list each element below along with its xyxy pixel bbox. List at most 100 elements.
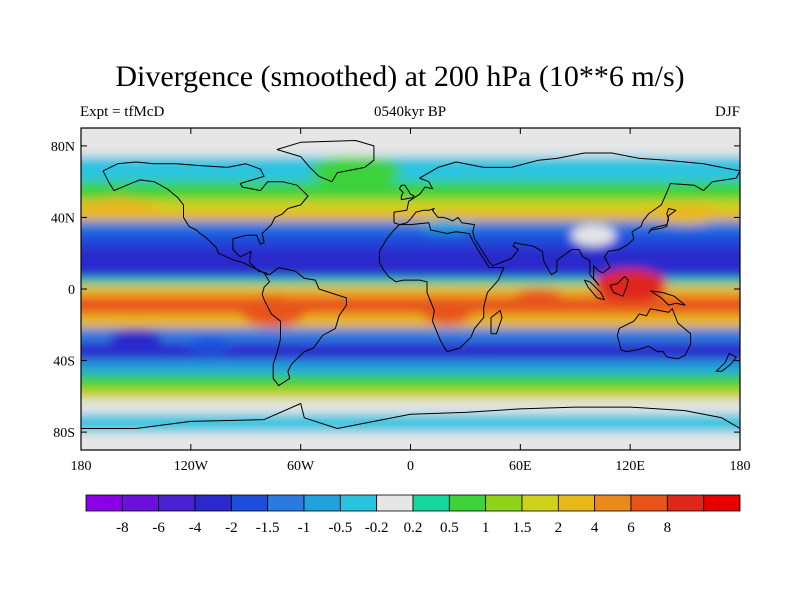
colorbar-swatch-17	[703, 494, 741, 512]
lat-tick-label: 80N	[51, 140, 75, 155]
field-band-4	[81, 210, 740, 222]
coastline-12	[715, 352, 737, 372]
field-band-2	[81, 181, 740, 200]
colorbar-label: -4	[189, 520, 202, 536]
colorbar-label: -1.5	[256, 520, 280, 536]
field-band-5	[81, 221, 740, 232]
colorbar-swatch-5	[267, 494, 305, 512]
period-label: 0540kyr BP	[373, 104, 447, 120]
field-band-9	[81, 285, 740, 297]
colorbar-swatch-10	[448, 494, 487, 512]
coastline-8	[609, 276, 629, 297]
colorbar-swatch-13	[557, 494, 596, 512]
field-band-3	[81, 199, 740, 211]
colorbar-swatch-1	[121, 494, 160, 512]
field-cell-6	[110, 328, 162, 350]
colorbar-swatch-15	[630, 494, 668, 512]
coastlines	[81, 140, 740, 429]
lat-tick-label: 40N	[51, 211, 75, 226]
field-cell-7	[187, 337, 232, 356]
colorbar-label: 1	[482, 520, 490, 536]
field-band-8	[81, 278, 740, 286]
coastline-4	[276, 140, 375, 183]
field-band-16	[81, 389, 740, 400]
colorbar-label: 6	[627, 520, 635, 536]
field-cell-2	[240, 294, 307, 327]
colorbar-swatch-16	[666, 494, 705, 512]
field-band-6	[81, 231, 740, 247]
field-band-1	[81, 156, 740, 182]
colorbar-swatch-7	[339, 494, 378, 512]
latitude-axis: 80N 40N 0 40S 80S	[51, 140, 740, 441]
field-band-18	[81, 414, 740, 433]
lat-tick-label: 80S	[53, 426, 75, 441]
colorbar-label: -0.5	[328, 520, 352, 536]
lon-tick-label: 180	[71, 459, 92, 474]
field-band-17	[81, 399, 740, 415]
colorbar: -8 -6 -4 -2 -1.5 -1 -0.5 -0.2 0.2 0.5 1 1.5 2 4 6 8	[85, 494, 741, 536]
colorbar-label: -2	[225, 520, 238, 536]
lon-tick-label: 120W	[174, 459, 209, 474]
field-cell-3	[421, 296, 473, 325]
field-cell-4	[593, 269, 667, 302]
field-band-15	[81, 374, 740, 390]
divergence-field	[81, 128, 740, 450]
coastline-1	[261, 267, 347, 387]
lat-tick-label: 40S	[53, 355, 75, 370]
coastline-9	[650, 290, 686, 306]
lon-tick-label: 180	[730, 459, 751, 474]
colorbar-label: 0.2	[404, 520, 423, 536]
colorbar-swatch-3	[194, 494, 232, 512]
coastline-3	[393, 152, 740, 286]
colorbar-swatch-9	[412, 494, 450, 512]
coastline-2	[378, 222, 505, 353]
field-cell-11	[309, 156, 402, 186]
field-band-7	[81, 246, 740, 279]
colorbar-label: -6	[152, 520, 165, 536]
colorbar-swatch-2	[158, 494, 196, 512]
colorbar-label: 8	[664, 520, 672, 536]
coastline-6	[616, 308, 692, 360]
field-cell-9	[571, 224, 616, 247]
field-cell-5	[513, 289, 565, 311]
colorbar-swatch-0	[85, 494, 123, 512]
colorbar-swatch-8	[376, 494, 414, 512]
field-band-11	[81, 314, 740, 329]
field-band-12	[81, 328, 740, 343]
colorbar-label: -1	[298, 520, 311, 536]
field-band-19	[81, 432, 740, 450]
coastline-0	[102, 161, 309, 276]
lon-tick-label: 0	[407, 459, 414, 474]
field-cell-10	[419, 219, 475, 234]
field-band-13	[81, 342, 740, 361]
lon-tick-label: 60E	[509, 459, 532, 474]
colorbar-label: 1.5	[513, 520, 532, 536]
longitude-axis: 180 120W 60W 0 60E 120E 180	[71, 128, 751, 474]
lat-tick-label: 0	[68, 283, 75, 298]
colorbar-label: 4	[591, 520, 599, 536]
experiment-label: Expt = tfMcD	[80, 104, 165, 120]
field-band-14	[81, 360, 740, 375]
lon-tick-label: 60W	[287, 459, 315, 474]
field-cell-0	[81, 197, 158, 220]
colorbar-label: -0.2	[365, 520, 389, 536]
coastline-5	[399, 184, 415, 201]
field-band-10	[81, 296, 740, 315]
coastline-11	[490, 310, 503, 335]
season-label: DJF	[714, 104, 740, 120]
field-cell-12	[458, 342, 510, 357]
map-title: Divergence (smoothed) at 200 hPa (10**6 …	[115, 60, 685, 93]
coastline-13	[81, 403, 740, 429]
colorbar-swatch-4	[230, 494, 269, 512]
colorbar-swatch-11	[485, 494, 523, 512]
lon-tick-label: 120E	[615, 459, 645, 474]
colorbar-label: 0.5	[440, 520, 459, 536]
colorbar-swatch-6	[303, 494, 341, 512]
colorbar-swatch-14	[594, 494, 632, 512]
coastline-10	[648, 208, 677, 234]
colorbar-label: 2	[555, 520, 563, 536]
colorbar-label: -8	[116, 520, 129, 536]
coastline-7	[583, 279, 605, 301]
colorbar-swatch-12	[521, 494, 559, 512]
